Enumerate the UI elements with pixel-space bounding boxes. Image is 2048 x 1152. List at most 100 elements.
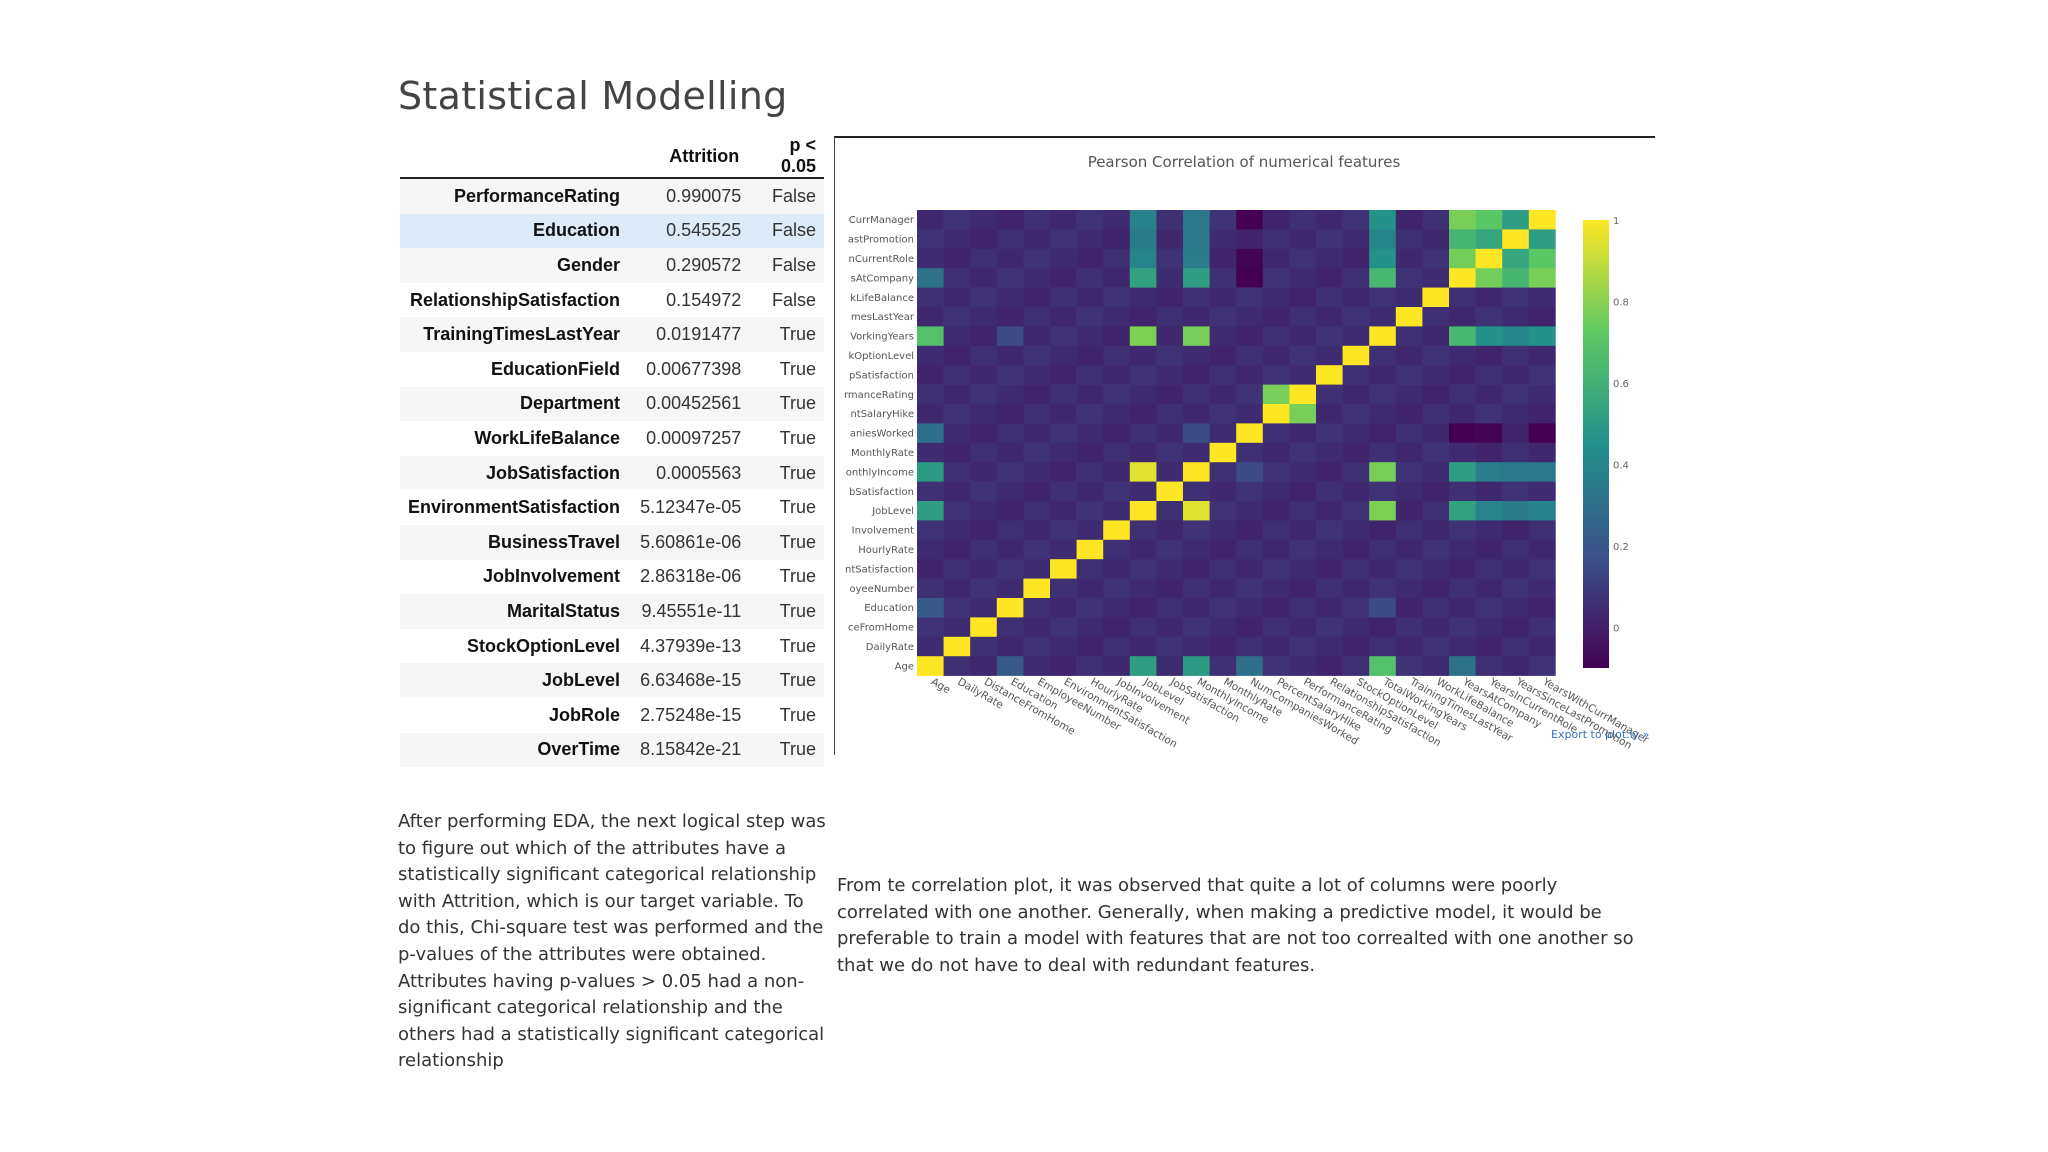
table-row[interactable]: JobRole 2.75248e-15 True bbox=[400, 698, 824, 733]
heatmap-cell bbox=[1369, 307, 1397, 327]
heatmap-cell bbox=[1289, 365, 1317, 385]
heatmap-cell bbox=[1342, 248, 1370, 269]
significance-flag: True bbox=[779, 497, 816, 518]
heatmap-cell bbox=[1076, 481, 1104, 502]
heatmap-cell bbox=[996, 520, 1024, 541]
heatmap-cell bbox=[1262, 268, 1290, 288]
heatmap-cell bbox=[1449, 559, 1476, 579]
heatmap-cell bbox=[1475, 326, 1503, 347]
significance-flag: True bbox=[747, 455, 824, 491]
table-row[interactable]: PerformanceRating 0.990075 False bbox=[400, 178, 824, 214]
heatmap-cell bbox=[1103, 229, 1131, 250]
table-row[interactable]: StockOptionLevel 4.37939e-13 True bbox=[400, 629, 824, 664]
heatmap-cell bbox=[1422, 481, 1450, 502]
heatmap-cell bbox=[1209, 365, 1237, 385]
heatmap-cell bbox=[1209, 520, 1237, 541]
heatmap-cell bbox=[1156, 248, 1184, 269]
table-row[interactable]: BusinessTravel 5.60861e-06 True bbox=[400, 524, 824, 560]
heatmap-cell bbox=[1369, 501, 1397, 521]
heatmap-cell bbox=[1528, 345, 1556, 366]
heatmap-cell bbox=[1449, 656, 1476, 676]
heatmap-cell bbox=[1050, 365, 1077, 385]
attribute-name: Gender bbox=[400, 248, 629, 283]
heatmap-cell bbox=[1023, 442, 1051, 463]
heatmap-cell bbox=[1422, 404, 1450, 424]
heatmap-cell bbox=[970, 520, 998, 541]
heatmap-cell bbox=[1183, 578, 1210, 599]
table-row[interactable]: Department 0.00452561 True bbox=[400, 386, 824, 422]
y-axis-label: ntSalaryHike bbox=[850, 409, 914, 420]
heatmap-cell bbox=[1076, 229, 1104, 250]
table-row[interactable]: WorkLifeBalance 0.00097257 True bbox=[400, 421, 824, 456]
heatmap-cell bbox=[996, 578, 1024, 599]
table-row[interactable]: TrainingTimesLastYear 0.0191477 True bbox=[400, 317, 824, 352]
attribute-name: JobSatisfaction bbox=[400, 455, 629, 491]
heatmap-cell bbox=[1156, 578, 1184, 599]
table-row[interactable]: EducationField 0.00677398 True bbox=[400, 352, 824, 387]
heatmap-cell bbox=[1023, 462, 1051, 482]
heatmap-cell bbox=[1369, 326, 1397, 347]
attribute-name: Department bbox=[400, 386, 629, 422]
heatmap-cell bbox=[1342, 636, 1370, 657]
x-axis-label: Age bbox=[929, 676, 953, 697]
heatmap-cell bbox=[1342, 598, 1370, 618]
heatmap-cell bbox=[1528, 462, 1556, 482]
table-row[interactable]: Gender 0.290572 False bbox=[400, 248, 824, 283]
heatmap-cell bbox=[1129, 578, 1157, 599]
export-link[interactable]: Export to plot.ly » bbox=[1551, 728, 1649, 741]
heatmap-cell bbox=[1023, 268, 1051, 288]
table-row[interactable]: RelationshipSatisfaction 0.154972 False bbox=[400, 283, 824, 318]
heatmap-cell bbox=[943, 345, 971, 366]
heatmap-cell bbox=[1076, 210, 1104, 230]
heatmap-cell bbox=[1103, 326, 1131, 347]
heatmap-cell bbox=[1209, 268, 1237, 288]
heatmap-cell bbox=[1050, 326, 1077, 347]
heatmap-cell bbox=[1449, 501, 1476, 521]
y-axis-label: VorkingYears bbox=[850, 332, 914, 343]
heatmap-cell bbox=[1475, 578, 1503, 599]
heatmap-cell bbox=[1156, 268, 1184, 288]
y-axis-label: ntSatisfaction bbox=[845, 564, 914, 575]
heatmap-cell bbox=[1103, 462, 1131, 482]
heatmap-cell bbox=[1262, 598, 1290, 618]
heatmap-cell bbox=[996, 656, 1024, 676]
heatmap-cell bbox=[1449, 442, 1476, 463]
heatmap-cell bbox=[1475, 268, 1503, 288]
heatmap-cell bbox=[1369, 559, 1397, 579]
heatmap-cell bbox=[1449, 578, 1476, 599]
table-row[interactable]: MaritalStatus 9.45551e-11 True bbox=[400, 594, 824, 629]
heatmap-cell bbox=[943, 307, 971, 327]
heatmap-cell bbox=[1502, 210, 1530, 230]
heatmap-cell bbox=[1236, 617, 1264, 638]
heatmap-cell bbox=[917, 501, 944, 521]
heatmap-cell bbox=[1023, 539, 1051, 560]
table-row[interactable]: EnvironmentSatisfaction 5.12347e-05 True bbox=[400, 490, 824, 525]
heatmap-cell bbox=[1023, 326, 1051, 347]
heatmap-cell bbox=[970, 462, 998, 482]
heatmap-cell bbox=[1369, 384, 1397, 405]
colorbar-tick-label: 1 bbox=[1613, 216, 1619, 227]
p-value: 5.60861e-06 bbox=[628, 524, 748, 560]
heatmap-cell bbox=[1262, 384, 1290, 405]
heatmap-cell bbox=[1475, 636, 1503, 657]
heatmap-cell bbox=[1050, 268, 1077, 288]
heatmap-cell bbox=[1076, 462, 1104, 482]
attribute-name: RelationshipSatisfaction bbox=[410, 289, 621, 310]
heatmap-cell bbox=[1316, 598, 1343, 618]
y-axis-label: nCurrentRole bbox=[849, 254, 914, 265]
table-row[interactable]: JobSatisfaction 0.0005563 True bbox=[400, 455, 824, 491]
heatmap-cell bbox=[1475, 520, 1503, 541]
heatmap-cell bbox=[1502, 442, 1530, 463]
heatmap-cell bbox=[1236, 578, 1264, 599]
table-row[interactable]: Education 0.545525 False bbox=[400, 213, 824, 249]
y-axis-label: JobLevel bbox=[871, 506, 914, 517]
column-header-significance: p < 0.05 bbox=[747, 135, 824, 179]
heatmap-cell bbox=[970, 248, 998, 269]
table-row[interactable]: JobLevel 6.63468e-15 True bbox=[400, 663, 824, 698]
table-row[interactable]: OverTime 8.15842e-21 True bbox=[400, 732, 824, 768]
heatmap-cell bbox=[1502, 559, 1530, 579]
heatmap-cell bbox=[917, 578, 944, 599]
heatmap-cell bbox=[1076, 617, 1104, 638]
heatmap-cell bbox=[1023, 404, 1051, 424]
table-row[interactable]: JobInvolvement 2.86318e-06 True bbox=[400, 560, 824, 595]
